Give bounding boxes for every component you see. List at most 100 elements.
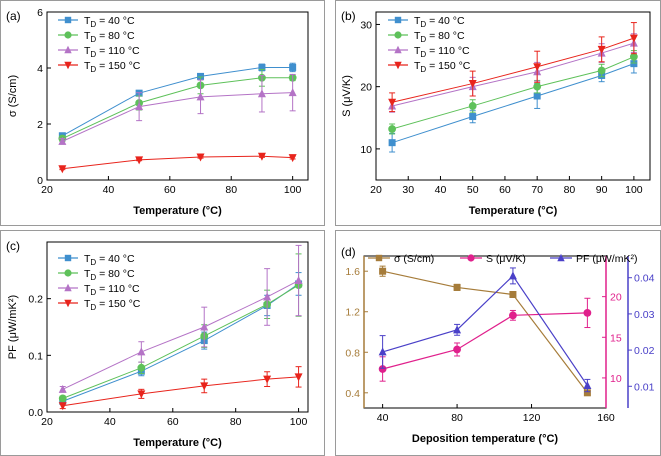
y-tick-label: 6: [37, 7, 43, 19]
series-line: [62, 77, 293, 140]
data-point-marker: [196, 153, 205, 162]
panel-border: [335, 0, 661, 226]
y-tick-label: 0.0: [28, 407, 43, 419]
x-tick-label: 30: [402, 184, 414, 196]
legend-label-main: T: [84, 283, 91, 295]
data-point-marker: [58, 394, 67, 403]
y-tick-label: 20: [610, 292, 622, 304]
y-tick-label: 0: [37, 175, 43, 187]
legend-label-main: T: [84, 298, 91, 310]
series: [58, 366, 303, 411]
x-tick-label: 80: [225, 184, 237, 196]
data-point-marker: [64, 16, 72, 24]
y-tick-label: 1.2: [345, 307, 360, 319]
series: [58, 152, 297, 174]
data-point-marker: [583, 381, 592, 390]
legend-label: TD = 150 °C: [84, 60, 141, 74]
x-tick-label: 100: [284, 184, 302, 196]
data-point-marker: [388, 139, 396, 147]
data-point-marker: [533, 92, 541, 100]
x-axis-label: Temperature (°C): [133, 205, 222, 217]
legend-label-main: T: [84, 253, 91, 265]
data-point-marker: [196, 92, 205, 101]
data-point-marker: [509, 311, 517, 320]
series: [378, 297, 592, 382]
data-point-marker: [288, 154, 297, 163]
data-point-marker: [597, 45, 606, 54]
x-tick-label: 20: [41, 416, 53, 428]
series-line: [382, 312, 588, 370]
legend-label-sub: D: [90, 20, 96, 29]
data-point-marker: [394, 31, 402, 39]
y-tick-label: 0.4: [345, 388, 360, 400]
plot-area: [46, 11, 309, 181]
data-point-marker: [583, 308, 592, 317]
legend-label: TD = 40 °C: [84, 15, 135, 29]
legend-label: TD = 80 °C: [84, 30, 135, 44]
data-point-marker: [135, 156, 144, 165]
data-point-marker: [64, 283, 72, 292]
y-tick-label: 0.8: [345, 347, 360, 359]
data-point-marker: [257, 89, 266, 98]
y-tick-label: 1.6: [345, 266, 360, 278]
panel-label: (b): [341, 9, 356, 23]
y-tick-label: 30: [360, 19, 372, 31]
legend-label: TD = 110 °C: [414, 45, 470, 59]
legend-label-sub: D: [420, 50, 426, 59]
legend-label-main: T: [84, 15, 91, 27]
legend-label: σ (S/cm): [394, 253, 434, 265]
data-point-marker: [58, 402, 67, 411]
x-tick-label: 60: [499, 184, 511, 196]
plot-area: [375, 11, 651, 181]
legend-label-rest: = 40 °C: [96, 253, 135, 265]
data-point-marker: [64, 45, 72, 54]
series-line: [62, 280, 299, 390]
legend-label-sub: D: [90, 50, 96, 59]
data-point-marker: [294, 373, 303, 382]
panel-c: (c) 20 40 60 80 100 Temperature (°C) 0.0 0.1 0.2 P…: [0, 230, 325, 456]
y-tick-label: 0.01: [634, 381, 655, 393]
y-tick-label: 15: [610, 332, 622, 344]
y-tick-label: 10: [360, 144, 372, 156]
data-point-marker: [375, 254, 383, 262]
legend-label: TD = 80 °C: [414, 30, 465, 44]
plot-area: [46, 241, 309, 413]
x-tick-label: 120: [523, 412, 541, 424]
legend-label-main: T: [414, 45, 421, 57]
data-point-marker: [629, 34, 638, 43]
panel-label: (c): [6, 239, 20, 253]
panel-label: (a): [6, 9, 21, 23]
data-point-marker: [453, 345, 461, 354]
legend-label-main: T: [84, 45, 91, 57]
x-tick-label: 20: [41, 184, 53, 196]
series: [58, 68, 297, 143]
data-point-marker: [58, 136, 67, 145]
series-line: [382, 270, 588, 394]
data-point-marker: [58, 165, 67, 174]
legend-label-rest: = 110 °C: [96, 283, 140, 295]
legend-label-sub: D: [90, 273, 96, 282]
x-tick-label: 90: [596, 184, 608, 196]
data-point-marker: [137, 363, 146, 372]
panel-border: [0, 0, 325, 226]
data-point-marker: [64, 269, 72, 277]
data-point-marker: [394, 45, 402, 54]
data-point-marker: [379, 267, 387, 275]
y-tick-label: 0.04: [634, 273, 655, 285]
data-point-marker: [468, 102, 477, 110]
legend-label-sub: D: [90, 65, 96, 74]
data-point-marker: [135, 102, 144, 111]
data-point-marker: [453, 325, 462, 334]
y-axis-label: S (μV/K): [341, 75, 353, 117]
panel-label: (d): [341, 245, 356, 259]
legend-label-rest: = 80 °C: [96, 30, 135, 42]
series: [388, 22, 638, 113]
y-tick-label: 0.2: [28, 294, 43, 306]
x-axis-label: Temperature (°C): [133, 437, 222, 449]
data-point-marker: [394, 61, 402, 70]
data-point-marker: [197, 72, 205, 80]
data-point-marker: [509, 291, 517, 299]
legend-label-rest: = 40 °C: [426, 15, 465, 27]
legend-label: TD = 40 °C: [414, 15, 465, 29]
x-tick-label: 60: [164, 184, 176, 196]
